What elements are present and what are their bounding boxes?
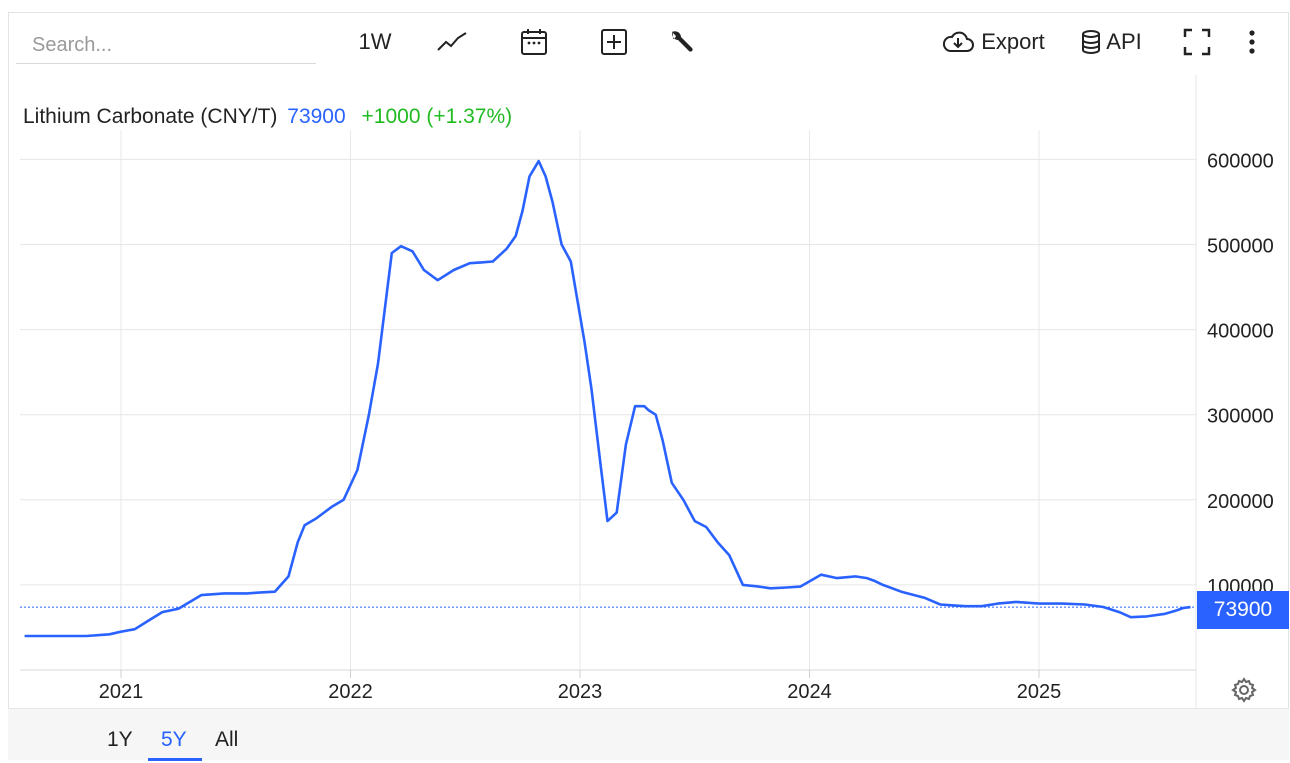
add-box-icon [601,29,627,55]
settings-tools-button[interactable] [666,26,698,58]
y-tick-label: 300000 [1207,406,1274,428]
gear-icon [1231,677,1257,703]
last-price-tag: 73900 [1197,591,1289,629]
search-input[interactable] [16,28,316,64]
export-label: Export [981,29,1045,54]
cloud-download-icon [943,31,975,52]
fullscreen-icon [1183,28,1211,56]
x-tick-label: 2022 [328,681,373,703]
x-tick-label: 2023 [558,681,603,703]
price-change: +1000 (+1.37%) [361,105,513,128]
api-label: API [1106,29,1142,54]
line-chart-icon [437,32,467,51]
price-series-line [24,159,1191,638]
range-1y[interactable]: 1Y [107,728,133,751]
api-button[interactable]: API [1076,26,1146,58]
chart-widget [8,12,1289,760]
y-tick-label: 500000 [1207,236,1274,258]
range-all[interactable]: All [215,728,239,751]
database-icon [1082,30,1101,54]
x-tick-label: 2024 [787,681,832,703]
fullscreen-button[interactable] [1180,26,1214,58]
interval-selector[interactable]: 1W [352,26,398,58]
range-bar [8,708,1289,760]
active-range-indicator [148,758,202,761]
export-button[interactable]: Export [938,26,1048,58]
instrument-name: Lithium Carbonate (CNY/T) [23,105,278,128]
more-menu-button[interactable] [1240,26,1264,58]
x-tick-label: 2021 [99,681,144,703]
interval-label: 1W [358,29,392,54]
y-tick-label: 400000 [1207,321,1274,343]
chart-header: Lithium Carbonate (CNY/T) 73900 +1000 (+… [23,105,512,129]
chart-settings-button[interactable] [1230,676,1258,704]
x-tick-label: 2025 [1017,681,1062,703]
wrench-icon [672,31,693,52]
y-tick-label: 200000 [1207,491,1274,513]
date-range-button[interactable] [516,26,552,58]
calendar-icon [521,29,547,55]
range-5y[interactable]: 5Y [161,728,187,751]
chart-type-button[interactable] [434,26,470,58]
compare-button[interactable] [596,26,632,58]
more-vert-icon [1249,30,1255,54]
last-price: 73900 [287,105,346,128]
y-tick-label: 600000 [1207,150,1274,172]
